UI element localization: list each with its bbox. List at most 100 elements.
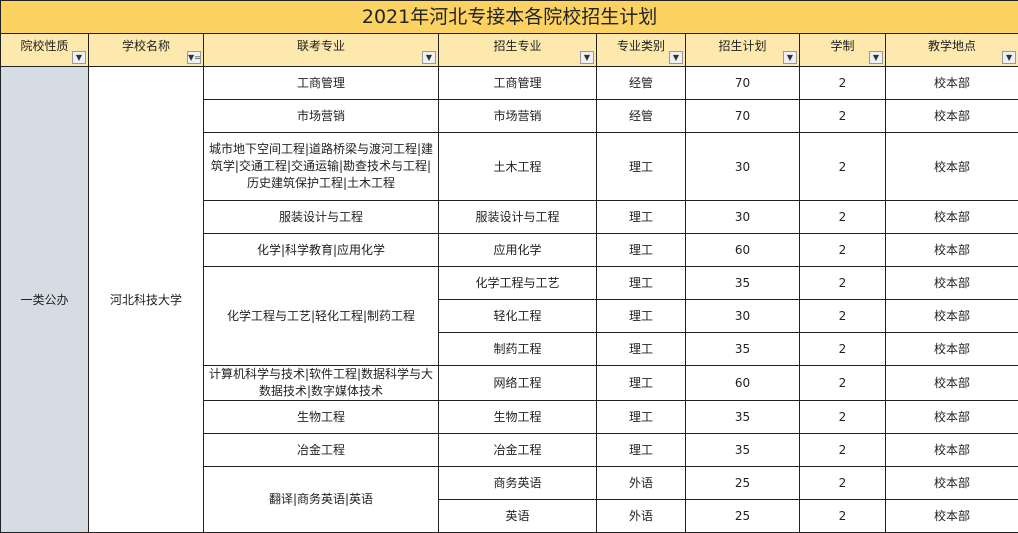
category-cell[interactable]: 理工 bbox=[597, 333, 686, 366]
plan-cell[interactable]: 25 bbox=[686, 500, 800, 533]
major-cell[interactable]: 制药工程 bbox=[439, 333, 597, 366]
location-cell[interactable]: 校本部 bbox=[886, 267, 1018, 300]
category-cell[interactable]: 理工 bbox=[597, 401, 686, 434]
category-cell[interactable]: 理工 bbox=[597, 201, 686, 234]
dropdown-icon[interactable]: ▼ bbox=[869, 51, 883, 64]
sheet-title: 2021年河北专接本各院校招生计划 bbox=[1, 1, 1018, 34]
years-cell[interactable]: 2 bbox=[800, 467, 886, 500]
plan-cell[interactable]: 35 bbox=[686, 267, 800, 300]
column-header-label: 教学地点 bbox=[928, 39, 976, 53]
dropdown-icon[interactable]: ▼ bbox=[783, 51, 797, 64]
filter-active-icon[interactable]: ▼= bbox=[187, 51, 201, 64]
major-cell[interactable]: 冶金工程 bbox=[439, 434, 597, 467]
exam-major-cell[interactable]: 翻译|商务英语|英语 bbox=[204, 467, 439, 533]
years-cell[interactable]: 2 bbox=[800, 234, 886, 267]
location-cell[interactable]: 校本部 bbox=[886, 201, 1018, 234]
school-type-cell[interactable]: 一类公办 bbox=[1, 67, 89, 533]
exam-major-cell[interactable]: 服装设计与工程 bbox=[204, 201, 439, 234]
major-cell[interactable]: 轻化工程 bbox=[439, 300, 597, 333]
category-cell[interactable]: 经管 bbox=[597, 100, 686, 133]
location-cell[interactable]: 校本部 bbox=[886, 67, 1018, 100]
plan-cell[interactable]: 35 bbox=[686, 401, 800, 434]
plan-cell[interactable]: 60 bbox=[686, 234, 800, 267]
exam-major-cell[interactable]: 化学工程与工艺|轻化工程|制药工程 bbox=[204, 267, 439, 366]
category-cell[interactable]: 理工 bbox=[597, 133, 686, 201]
category-cell[interactable]: 外语 bbox=[597, 500, 686, 533]
years-cell[interactable]: 2 bbox=[800, 434, 886, 467]
plan-cell[interactable]: 60 bbox=[686, 366, 800, 401]
plan-cell[interactable]: 70 bbox=[686, 100, 800, 133]
major-cell[interactable]: 化学工程与工艺 bbox=[439, 267, 597, 300]
years-cell[interactable]: 2 bbox=[800, 67, 886, 100]
column-header: 教学地点 ▼ bbox=[886, 34, 1018, 67]
column-header-label: 学制 bbox=[830, 39, 854, 53]
plan-cell[interactable]: 70 bbox=[686, 67, 800, 100]
exam-major-cell[interactable]: 生物工程 bbox=[204, 401, 439, 434]
plan-cell[interactable]: 30 bbox=[686, 300, 800, 333]
column-header: 学校名称 ▼= bbox=[89, 34, 204, 67]
location-cell[interactable]: 校本部 bbox=[886, 100, 1018, 133]
category-cell[interactable]: 经管 bbox=[597, 67, 686, 100]
location-cell[interactable]: 校本部 bbox=[886, 300, 1018, 333]
column-header-label: 学校名称 bbox=[122, 39, 170, 53]
location-cell[interactable]: 校本部 bbox=[886, 234, 1018, 267]
years-cell[interactable]: 2 bbox=[800, 133, 886, 201]
major-cell[interactable]: 市场营销 bbox=[439, 100, 597, 133]
major-cell[interactable]: 土木工程 bbox=[439, 133, 597, 201]
major-cell[interactable]: 工商管理 bbox=[439, 67, 597, 100]
column-header-label: 院校性质 bbox=[20, 39, 68, 53]
exam-major-cell[interactable]: 城市地下空间工程|道路桥梁与渡河工程|建筑学|交通工程|交通运输|勘查技术与工程… bbox=[204, 133, 439, 201]
category-cell[interactable]: 理工 bbox=[597, 234, 686, 267]
plan-cell[interactable]: 25 bbox=[686, 467, 800, 500]
category-cell[interactable]: 理工 bbox=[597, 267, 686, 300]
column-header-label: 招生计划 bbox=[718, 39, 766, 53]
years-cell[interactable]: 2 bbox=[800, 300, 886, 333]
years-cell[interactable]: 2 bbox=[800, 333, 886, 366]
years-cell[interactable]: 2 bbox=[800, 201, 886, 234]
years-cell[interactable]: 2 bbox=[800, 500, 886, 533]
exam-major-cell[interactable]: 化学|科学教育|应用化学 bbox=[204, 234, 439, 267]
years-cell[interactable]: 2 bbox=[800, 366, 886, 401]
major-cell[interactable]: 服装设计与工程 bbox=[439, 201, 597, 234]
years-cell[interactable]: 2 bbox=[800, 401, 886, 434]
column-header: 联考专业▼ bbox=[204, 34, 439, 67]
location-cell[interactable]: 校本部 bbox=[886, 401, 1018, 434]
exam-major-cell[interactable]: 工商管理 bbox=[204, 67, 439, 100]
dropdown-icon[interactable]: ▼ bbox=[669, 51, 683, 64]
plan-cell[interactable]: 30 bbox=[686, 133, 800, 201]
school-name-cell[interactable]: 河北科技大学 bbox=[89, 67, 204, 533]
major-cell[interactable]: 商务英语 bbox=[439, 467, 597, 500]
location-cell[interactable]: 校本部 bbox=[886, 467, 1018, 500]
category-cell[interactable]: 外语 bbox=[597, 467, 686, 500]
column-header: 专业类别▼ bbox=[597, 34, 686, 67]
category-cell[interactable]: 理工 bbox=[597, 300, 686, 333]
category-cell[interactable]: 理工 bbox=[597, 434, 686, 467]
exam-major-cell[interactable]: 市场营销 bbox=[204, 100, 439, 133]
major-cell[interactable]: 应用化学 bbox=[439, 234, 597, 267]
dropdown-icon[interactable]: ▼ bbox=[580, 51, 594, 64]
plan-cell[interactable]: 30 bbox=[686, 201, 800, 234]
exam-major-cell[interactable]: 冶金工程 bbox=[204, 434, 439, 467]
dropdown-icon[interactable]: ▼ bbox=[422, 51, 436, 64]
years-cell[interactable]: 2 bbox=[800, 267, 886, 300]
major-cell[interactable]: 英语 bbox=[439, 500, 597, 533]
location-cell[interactable]: 校本部 bbox=[886, 333, 1018, 366]
column-header: 招生专业▼ bbox=[439, 34, 597, 67]
location-cell[interactable]: 校本部 bbox=[886, 434, 1018, 467]
column-header: 招生计划 ▼ bbox=[686, 34, 800, 67]
plan-cell[interactable]: 35 bbox=[686, 434, 800, 467]
location-cell[interactable]: 校本部 bbox=[886, 133, 1018, 201]
major-cell[interactable]: 网络工程 bbox=[439, 366, 597, 401]
major-cell[interactable]: 生物工程 bbox=[439, 401, 597, 434]
plan-cell[interactable]: 35 bbox=[686, 333, 800, 366]
dropdown-icon[interactable]: ▼ bbox=[72, 51, 86, 64]
years-cell[interactable]: 2 bbox=[800, 100, 886, 133]
dropdown-icon[interactable]: ▼ bbox=[1002, 51, 1016, 64]
location-cell[interactable]: 校本部 bbox=[886, 500, 1018, 533]
column-header: 学制 ▼ bbox=[800, 34, 886, 67]
exam-major-cell[interactable]: 计算机科学与技术|软件工程|数据科学与大数据技术|数字媒体技术 bbox=[204, 366, 439, 401]
location-cell[interactable]: 校本部 bbox=[886, 366, 1018, 401]
category-cell[interactable]: 理工 bbox=[597, 366, 686, 401]
